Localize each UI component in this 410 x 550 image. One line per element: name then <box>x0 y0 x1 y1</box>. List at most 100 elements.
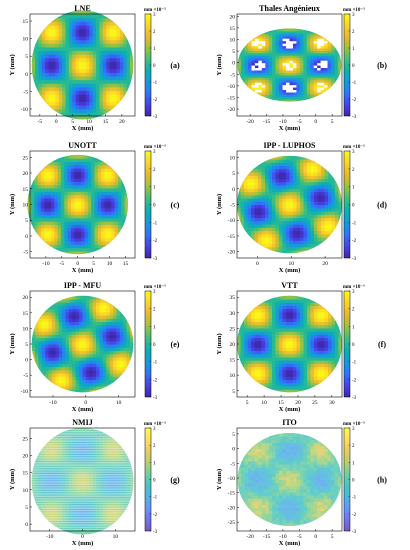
heatmap-cell <box>55 61 60 66</box>
heatmap-cell <box>123 347 128 352</box>
heatmap-cell <box>303 82 308 86</box>
heatmap-cell <box>60 224 65 229</box>
heatmap-cell <box>72 39 77 44</box>
heatmap-cell <box>317 43 322 47</box>
heatmap-cell <box>85 379 90 384</box>
heatmap-cell <box>72 372 77 377</box>
heatmap-cell <box>293 224 298 228</box>
heatmap-cell <box>254 347 259 352</box>
heatmap-cell <box>65 366 70 371</box>
heatmap-cell <box>79 50 84 55</box>
heatmap-cell <box>330 60 336 64</box>
heatmap-cell <box>48 379 53 384</box>
heatmap-cell <box>124 207 128 212</box>
heatmap-cell <box>89 385 94 390</box>
heatmap-cell <box>272 65 277 69</box>
heatmap-cell <box>51 17 56 22</box>
heatmap-cell <box>272 347 277 352</box>
heatmap-cell <box>65 21 70 26</box>
heatmap-cell <box>303 243 308 248</box>
heatmap-cell <box>268 201 273 206</box>
heatmap-cell <box>279 52 284 56</box>
heatmap-cell <box>96 356 101 361</box>
heatmap-cell <box>50 191 55 196</box>
heatmap-cell <box>268 305 273 310</box>
heatmap-cell <box>324 72 329 76</box>
heatmap-cell <box>275 350 280 355</box>
heatmap-cell <box>275 337 280 342</box>
heatmap-cell <box>45 35 50 41</box>
heatmap-cell <box>85 50 90 55</box>
heatmap-cell <box>292 28 298 32</box>
heatmap-cell <box>64 234 69 239</box>
heatmap-cell <box>94 158 99 163</box>
heatmap-cell <box>65 331 70 335</box>
heatmap-cell <box>299 67 304 71</box>
heatmap-cell <box>247 194 252 199</box>
heatmap-cell <box>330 55 336 59</box>
heatmap-cell <box>300 220 305 225</box>
heatmap-cell <box>74 191 79 196</box>
heatmap-cell <box>106 90 111 95</box>
heatmap-cell <box>45 61 50 66</box>
heatmap-cell <box>268 175 273 180</box>
heatmap-cell <box>113 331 118 335</box>
heatmap-cell <box>279 220 284 225</box>
heatmap-cell <box>96 379 101 384</box>
heatmap-cell <box>282 175 287 180</box>
heatmap-cell <box>279 197 284 202</box>
heatmap-cell <box>60 177 65 182</box>
heatmap-cell <box>109 347 114 352</box>
heatmap-cell <box>244 318 249 323</box>
heatmap-cell <box>265 168 270 173</box>
heatmap-cell <box>102 21 107 26</box>
heatmap-cell <box>310 214 315 219</box>
heatmap-cell <box>82 10 87 15</box>
heatmap-cell <box>99 101 104 106</box>
heatmap-cell <box>320 38 325 42</box>
heatmap-cell <box>292 35 298 39</box>
heatmap-cell <box>244 211 249 215</box>
heatmap-cell <box>45 376 50 381</box>
heatmap-cell <box>300 227 305 232</box>
heatmap-cell <box>268 184 273 189</box>
heatmap-cell <box>123 39 128 44</box>
heatmap-cell <box>92 46 97 52</box>
heatmap-cell <box>58 331 63 335</box>
heatmap-cell <box>41 61 46 66</box>
heatmap-cell <box>47 201 52 206</box>
heatmap-cell <box>296 250 301 254</box>
heatmap-cell <box>317 89 322 93</box>
heatmap-cell <box>275 207 280 212</box>
heatmap-cell <box>51 350 56 355</box>
heatmap-cell <box>240 350 245 355</box>
heatmap-cell <box>109 350 114 355</box>
heatmap-cell <box>48 356 53 361</box>
heatmap-cell <box>65 108 70 113</box>
heatmap-cell <box>272 227 277 232</box>
heatmap-cell <box>109 101 114 106</box>
heatmap-cell <box>72 366 77 371</box>
heatmap-cell <box>254 372 259 377</box>
heatmap-cell <box>324 220 329 225</box>
heatmap-cell <box>119 337 124 342</box>
heatmap-cell <box>282 233 287 238</box>
heatmap-cell <box>102 369 107 374</box>
heatmap-cell <box>82 83 87 88</box>
heatmap-cell <box>96 305 101 310</box>
heatmap-cell <box>121 197 126 202</box>
heatmap-cell <box>116 311 121 316</box>
colorbar-tick-label: 1 <box>153 47 156 52</box>
heatmap-cell <box>89 86 94 92</box>
heatmap-cell <box>119 331 124 335</box>
heatmap-cell <box>57 164 62 169</box>
heatmap-cell <box>254 356 259 361</box>
heatmap-cell <box>113 311 118 316</box>
heatmap-cell <box>40 177 45 182</box>
heatmap-cell <box>300 214 305 219</box>
heatmap-cell <box>65 337 70 342</box>
heatmap-cell <box>272 72 277 76</box>
heatmap-cell <box>104 237 109 242</box>
heatmap-cell <box>244 347 249 352</box>
heatmap-cell <box>106 344 111 348</box>
